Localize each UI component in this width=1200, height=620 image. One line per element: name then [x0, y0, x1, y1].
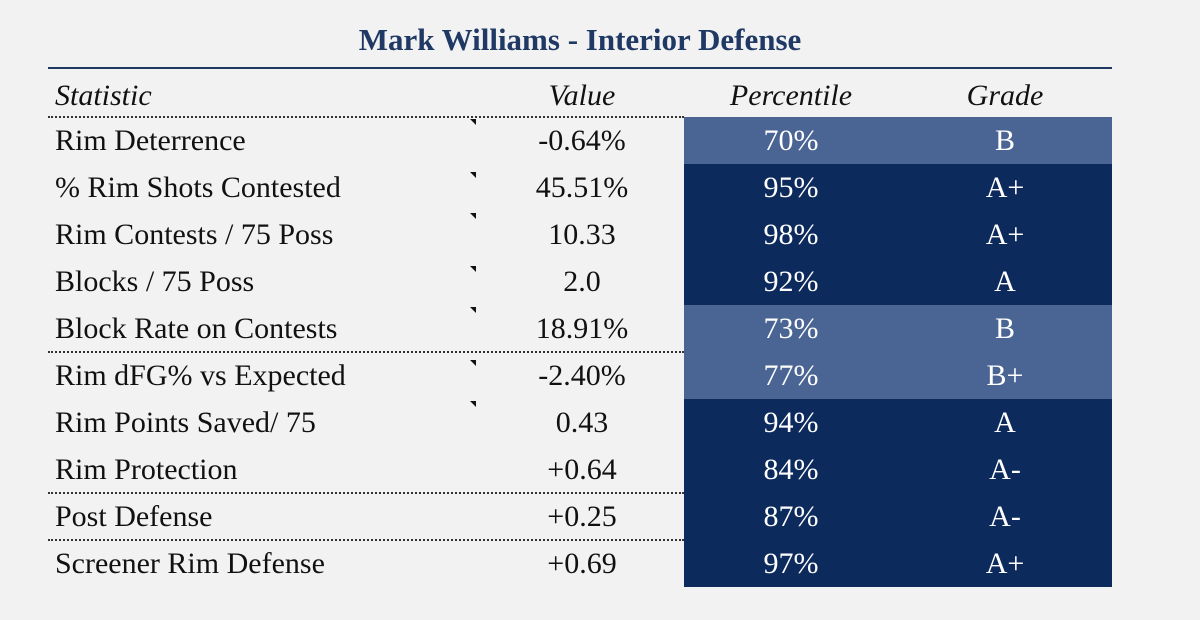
- table-cell: A: [898, 399, 1112, 446]
- table-cell: 70%: [684, 117, 898, 164]
- table-cell: 97%: [684, 540, 898, 587]
- table-cell: % Rim Shots Contested: [55, 171, 341, 204]
- table-cell: 98%: [684, 211, 898, 258]
- comment-marker: [470, 360, 476, 366]
- table-row: Block Rate on Contests 18.91% 73% B: [48, 305, 1112, 352]
- table-cell: Rim Deterrence: [55, 124, 246, 157]
- table-cell: 84%: [684, 446, 898, 493]
- row-separator: [48, 351, 684, 353]
- table-cell: Screener Rim Defense: [55, 547, 325, 580]
- comment-marker: [470, 401, 476, 407]
- comment-marker: [470, 266, 476, 272]
- table-cell: 0.43: [555, 406, 609, 439]
- table-cell: 77%: [684, 352, 898, 399]
- table-cell: 92%: [684, 258, 898, 305]
- row-separator: [48, 492, 684, 494]
- row-separator: [48, 116, 684, 118]
- header-cell: Value: [548, 79, 616, 112]
- table-cell: 95%: [684, 164, 898, 211]
- table-cell: Blocks / 75 Poss: [55, 265, 255, 298]
- table-row: Screener Rim Defense +0.69 97% A+: [48, 540, 1112, 587]
- table-cell: A-: [898, 493, 1112, 540]
- table-cell: -0.64%: [538, 124, 626, 157]
- comment-marker: [470, 119, 476, 125]
- table-title: Mark Williams - Interior Defense: [358, 22, 802, 57]
- table-cell: 94%: [684, 399, 898, 446]
- table-cell: 73%: [684, 305, 898, 352]
- table-cell: Block Rate on Contests: [55, 312, 338, 345]
- header-cell: Percentile: [729, 79, 853, 112]
- table-cell: +0.64: [547, 453, 617, 486]
- header-cell: Grade: [966, 79, 1044, 112]
- table-row: Rim Points Saved/ 75 0.43 94% A: [48, 399, 1112, 446]
- table-row: Blocks / 75 Poss 2.0 92% A: [48, 258, 1112, 305]
- table-cell: B+: [898, 352, 1112, 399]
- table-row: Rim dFG% vs Expected -2.40% 77% B+: [48, 352, 1112, 399]
- table-cell: Rim Contests / 75 Poss: [55, 218, 334, 251]
- title-rule: [48, 67, 1112, 69]
- table-cell: +0.25: [547, 500, 617, 533]
- comment-marker: [470, 172, 476, 178]
- table-cell: 2.0: [563, 265, 601, 298]
- table-cell: Post Defense: [55, 500, 213, 533]
- table-cell: -2.40%: [538, 359, 626, 392]
- table-cell: A: [898, 258, 1112, 305]
- table-row: Rim Contests / 75 Poss 10.33 98% A+: [48, 211, 1112, 258]
- table-row: % Rim Shots Contested 45.51% 95% A+: [48, 164, 1112, 211]
- comment-marker: [470, 213, 476, 219]
- table-cell: Rim dFG% vs Expected: [55, 359, 346, 392]
- row-separator: [48, 539, 684, 541]
- comment-marker: [470, 307, 476, 313]
- table-cell: A+: [898, 211, 1112, 258]
- table-cell: B: [898, 117, 1112, 164]
- header-cell: Statistic: [55, 79, 152, 112]
- table-cell: Rim Protection: [55, 453, 238, 486]
- table-cell: A+: [898, 164, 1112, 211]
- table-cell: A-: [898, 446, 1112, 493]
- table-row: Rim Protection +0.64 84% A-: [48, 446, 1112, 493]
- table-cell: 45.51%: [535, 171, 629, 204]
- table-cell: +0.69: [547, 547, 617, 580]
- table-cell: 18.91%: [535, 312, 629, 345]
- table-row: Rim Deterrence -0.64% 70% B: [48, 117, 1112, 164]
- header-row: Statistic Value Percentile Grade: [48, 72, 1112, 119]
- table-cell: 87%: [684, 493, 898, 540]
- table-cell: 10.33: [548, 218, 616, 251]
- table-row: Post Defense +0.25 87% A-: [48, 493, 1112, 540]
- table-cell: A+: [898, 540, 1112, 587]
- table-cell: B: [898, 305, 1112, 352]
- table-cell: Rim Points Saved/ 75: [55, 406, 316, 439]
